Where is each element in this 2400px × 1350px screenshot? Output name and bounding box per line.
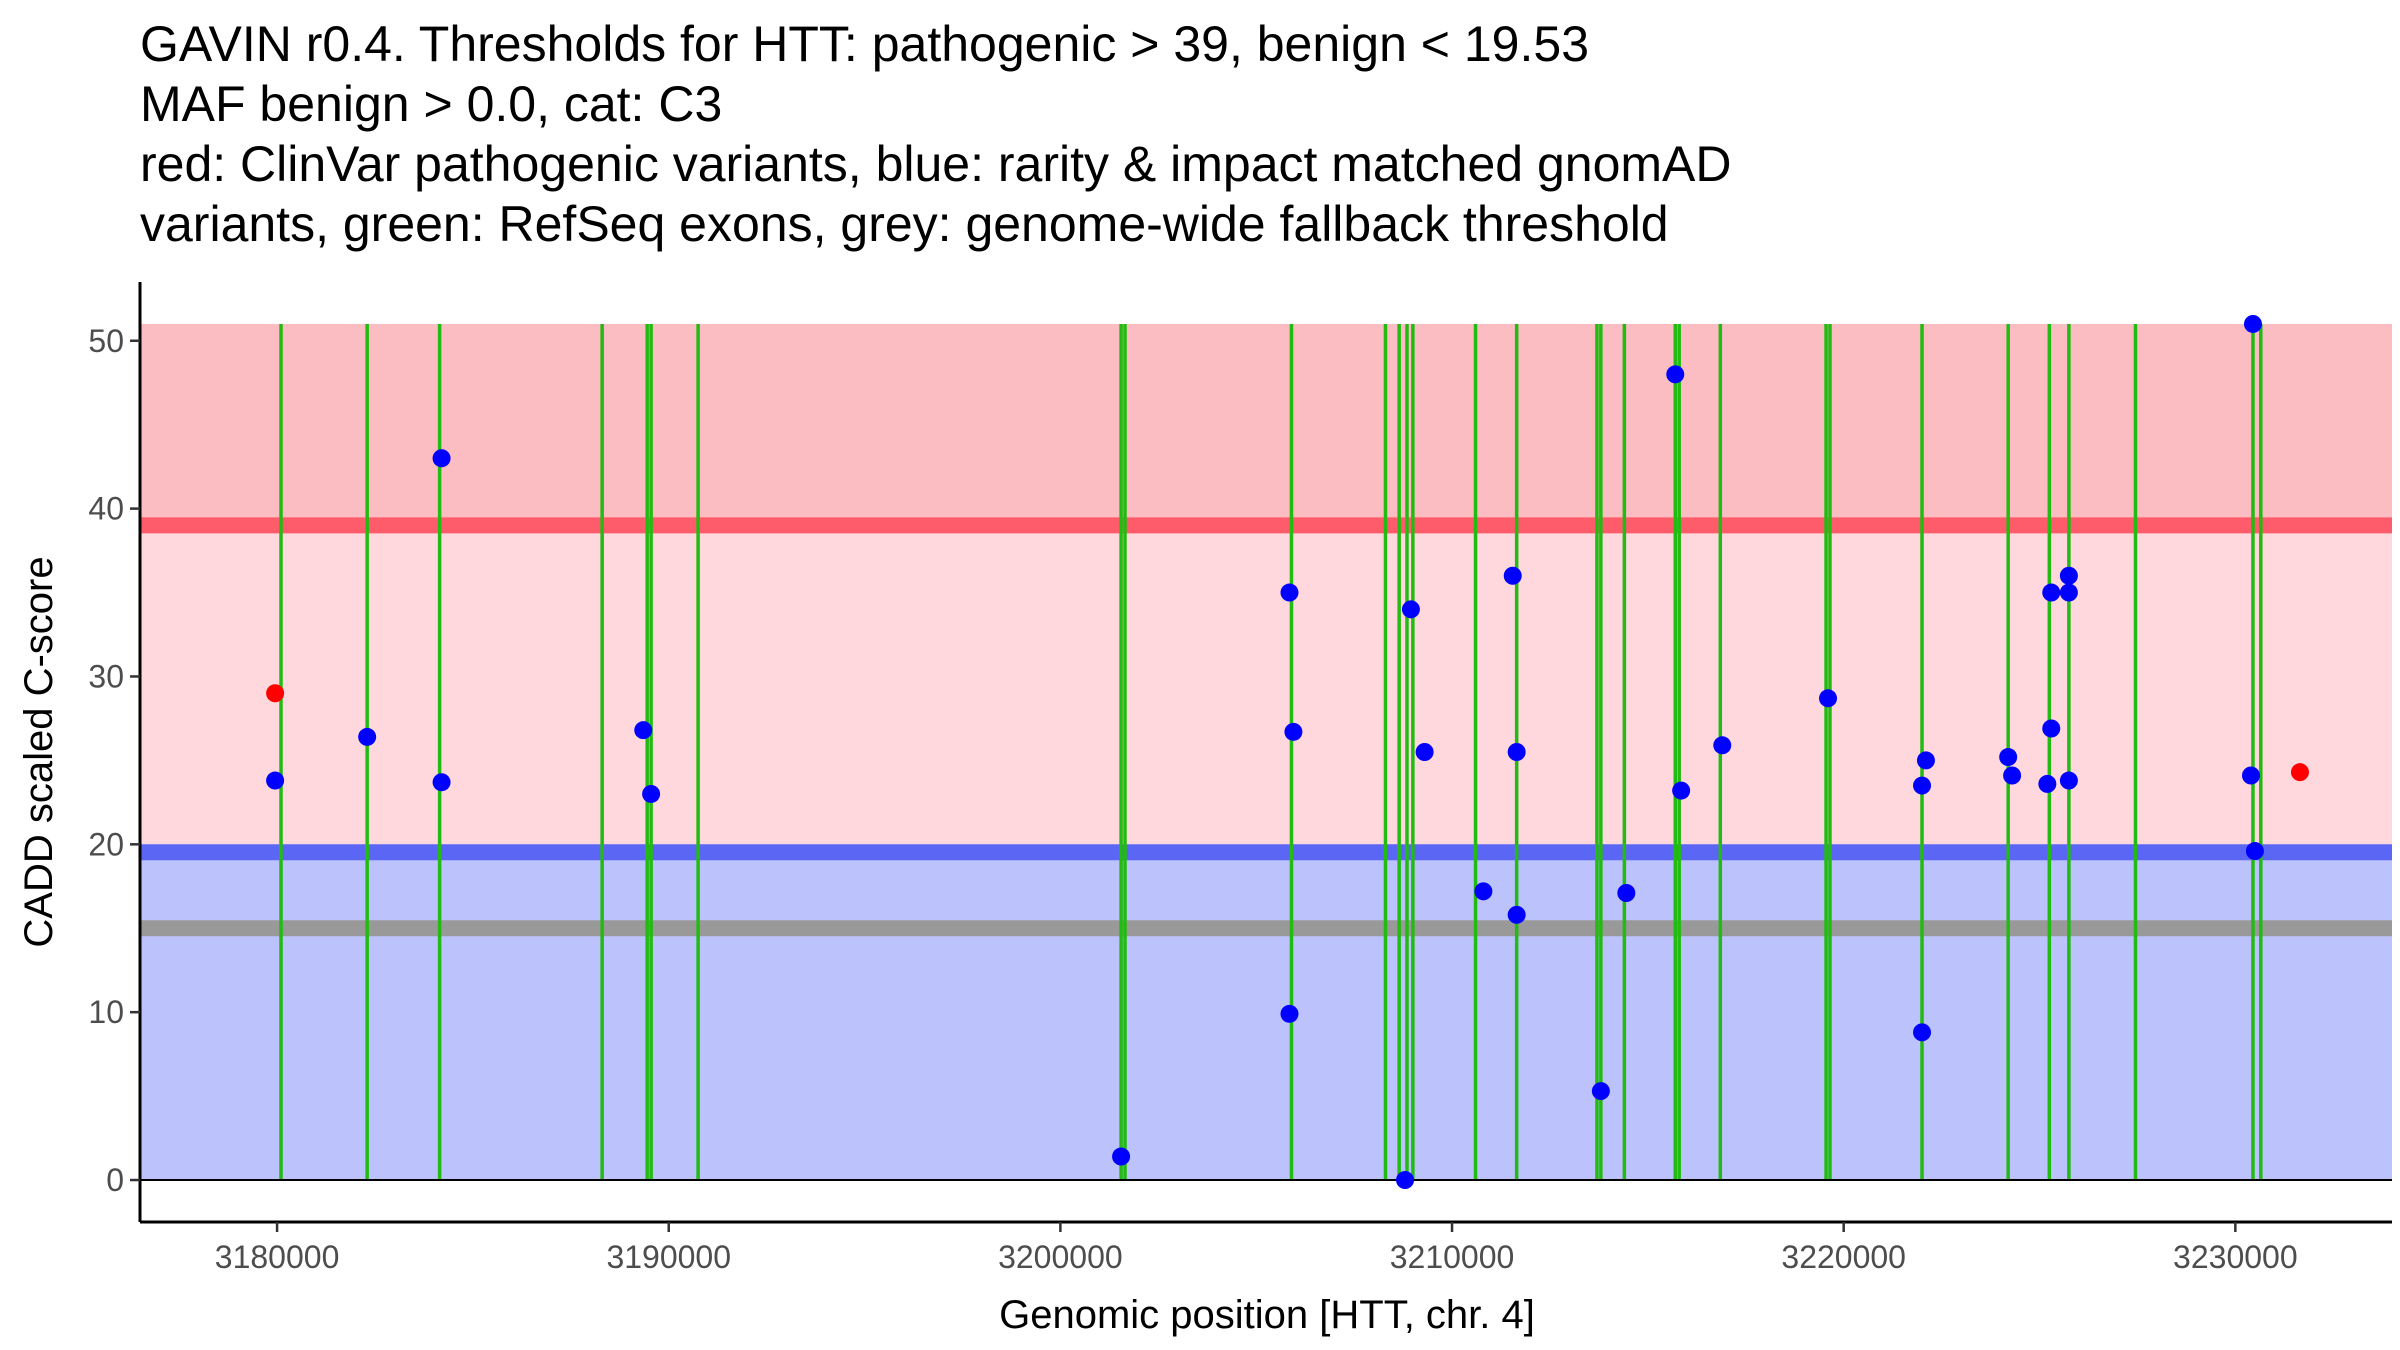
gnomad-variant-point-26 [1916,751,1935,770]
gnomad-variant-point-29 [2038,774,2057,793]
y-tick-label-50: 50 [88,323,124,359]
x-axis-title: Genomic position [HTT, chr. 4] [999,1293,1535,1337]
pathogenic-region [140,323,2392,526]
y-axis-title: CADD scaled C-score [17,556,61,947]
gnomad-variant-point-3 [432,449,451,468]
x-tick-label-3180000: 3180000 [215,1239,340,1275]
gnomad-variant-point-36 [2243,314,2262,333]
gnomad-variant-point-16 [1507,743,1526,761]
benign-region [140,852,2392,1181]
gnomad-variant-point-18 [1591,1082,1610,1101]
y-tick-label-30: 30 [88,658,124,694]
gnomad-variant-point-19 [1617,884,1636,902]
gnomad-variant-point-25 [1913,776,1932,795]
threshold-regions [140,323,2392,1181]
gnomad-variant-point-22 [1713,736,1732,755]
gnomad-variant-point-27 [1999,748,2018,767]
pathogenic-variant-point-2 [2290,763,2309,782]
gnomad-variant-point-10 [1284,722,1303,741]
gnomad-variant-point-5 [634,721,653,740]
gnomad-variant-point-13 [1415,743,1434,761]
threshold-lines [140,517,2392,937]
gnomad-variant-point-2 [358,727,377,746]
title-line-1: GAVIN r0.4. Thresholds for HTT: pathogen… [140,16,1589,72]
gnomad-variant-point-7 [1112,1147,1131,1166]
x-tick-label-3200000: 3200000 [998,1239,1123,1275]
gnomad-variant-point-11 [1396,1171,1415,1190]
y-tick-label-40: 40 [88,491,124,527]
x-tick-label-3230000: 3230000 [2173,1239,2298,1275]
gnomad-variant-point-14 [1474,882,1493,901]
y-tick-label-10: 10 [88,994,124,1030]
gnomad-variant-point-37 [2245,842,2264,861]
intermediate-region [140,525,2392,853]
gnomad-variant-point-33 [2059,583,2078,602]
gnomad-variant-point-28 [2003,766,2022,785]
gnomad-variant-point-15 [1503,566,1522,585]
y-tick-label-0: 0 [106,1162,124,1198]
gnomad-variant-point-24 [1913,1023,1932,1042]
chart-title: GAVIN r0.4. Thresholds for HTT: pathogen… [140,14,2380,254]
title-line-2: MAF benign > 0.0, cat: C3 [140,76,723,132]
axes: 0 10 20 30 40 50 3180000 3190000 3200000 3210000 3… [88,282,2392,1275]
title-line-4: variants, green: RefSeq exons, grey: gen… [140,196,1669,252]
gnomad-variant-point-8 [1280,583,1299,602]
y-tick-label-20: 20 [88,826,124,862]
x-tick-label-3210000: 3210000 [1390,1239,1515,1275]
pathogenic-variant-point-1 [266,684,285,703]
gnomad-variant-point-23 [1819,689,1838,708]
gnomad-variant-point-9 [1280,1004,1299,1023]
title-line-3: red: ClinVar pathogenic variants, blue: … [140,136,1732,192]
gnomad-variant-point-31 [2042,719,2061,738]
gnomad-variant-point-6 [642,784,661,803]
gnomad-variant-point-4 [432,773,451,792]
gnomad-variant-point-30 [2042,583,2061,602]
gnomad-variant-point-35 [2242,766,2261,785]
data-points [266,314,2309,1190]
x-tick-label-3190000: 3190000 [606,1239,731,1275]
gnomad-variant-point-32 [2059,566,2078,585]
x-tick-label-3220000: 3220000 [1781,1239,1906,1275]
gnomad-variant-point-21 [1672,781,1691,800]
gnomad-variant-point-34 [2059,771,2078,790]
gnomad-variant-point-17 [1507,905,1526,924]
gnomad-variant-point-1 [266,771,285,790]
gnomad-variant-point-12 [1401,600,1420,619]
gnomad-variant-point-20 [1666,365,1685,384]
